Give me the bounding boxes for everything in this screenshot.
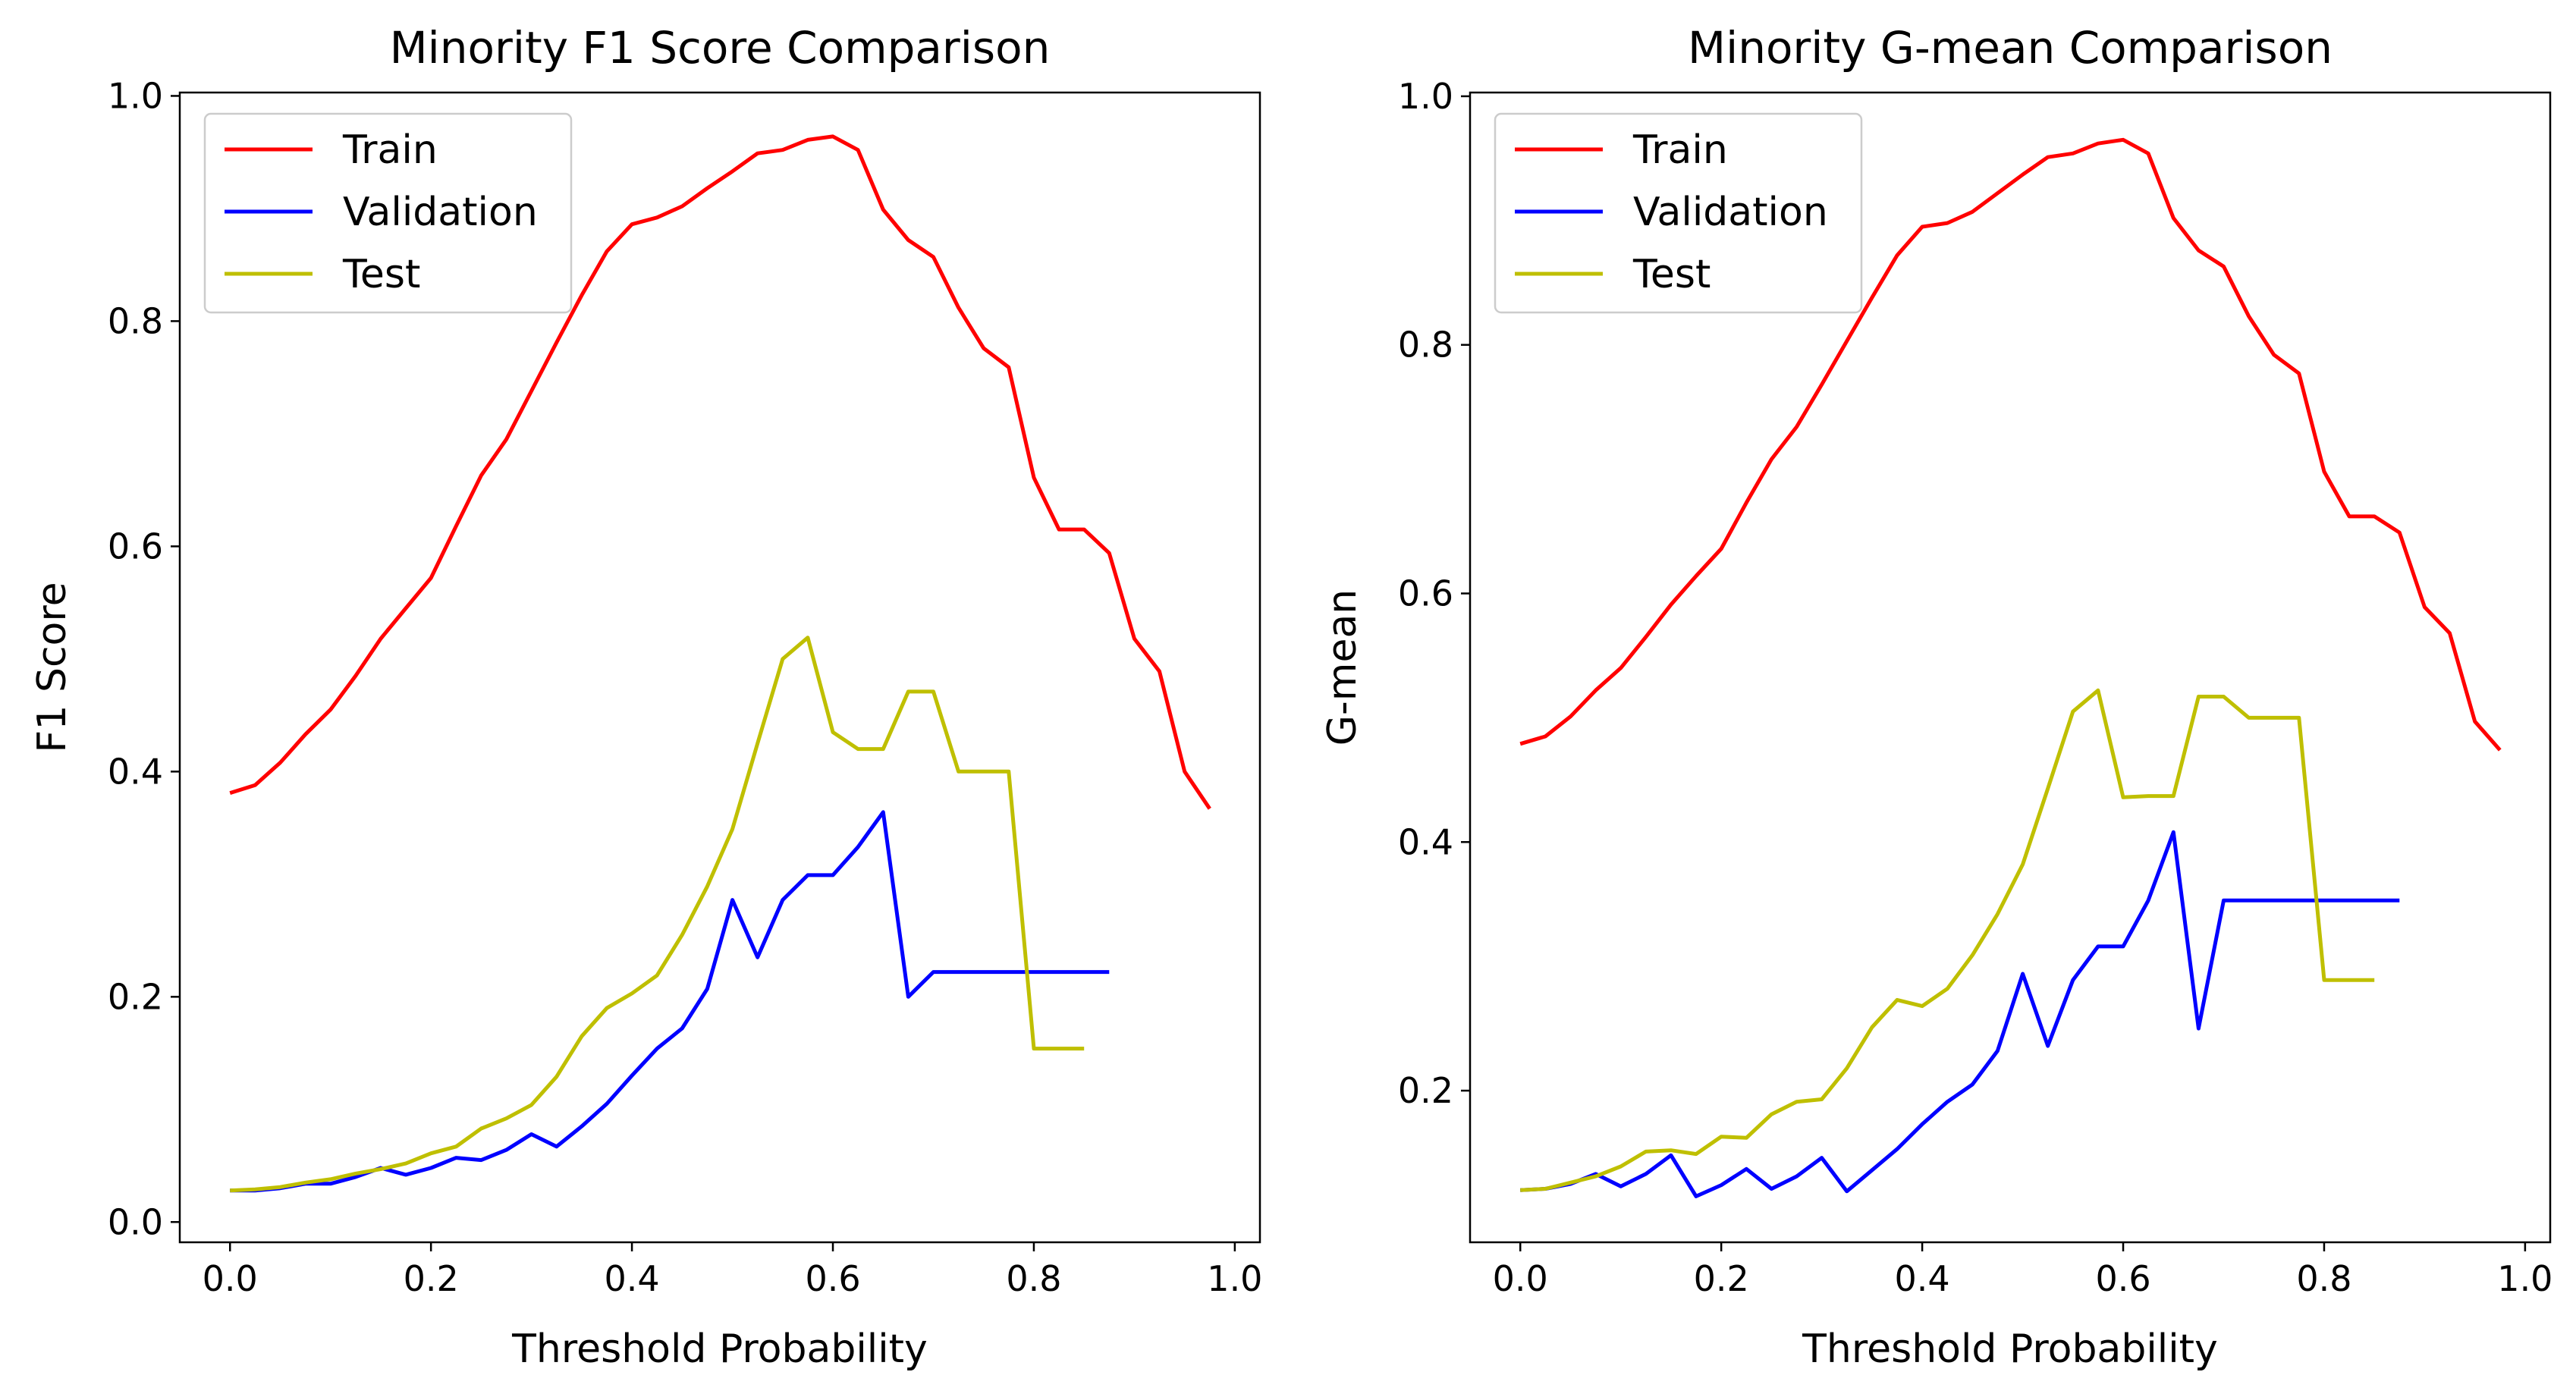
- f1-y-tick-label: 0.2: [108, 976, 163, 1017]
- f1-legend-box: [203, 112, 573, 314]
- f1-score-panel: 0.0 0.2 0.4 0.6 0.8 1.0 0.0 0.2 0.4 0.6 0.8 1.0 Mi…: [30, 22, 1262, 1372]
- f1-x-tick-label: 0.8: [1006, 1258, 1061, 1299]
- f1-y-tick-label: 0.6: [108, 526, 163, 567]
- gmean-x-ticks: 0.0 0.2 0.4 0.6 0.8 1.0: [1493, 1242, 2552, 1299]
- gmean-y-tick-label: 0.8: [1398, 325, 1453, 366]
- gmean-legend-train-label: Train: [1632, 127, 1728, 173]
- gmean-x-tick-label: 0.6: [2095, 1258, 2150, 1299]
- gmean-y-tick-label: 0.4: [1398, 821, 1453, 862]
- f1-series-lines: [229, 134, 1211, 1193]
- f1-legend-train-label: Train: [342, 127, 438, 173]
- gmean-x-tick-label: 0.2: [1694, 1258, 1749, 1299]
- gmean-y-tick-label: 0.6: [1398, 573, 1453, 614]
- gmean-axes-frame: [1469, 91, 2552, 1244]
- f1-x-tick-label: 0.0: [203, 1258, 258, 1299]
- f1-test-line: [230, 636, 1085, 1193]
- gmean-legend-test-label: Test: [1632, 252, 1711, 297]
- gmean-y-axis-label: G-mean: [1320, 589, 1365, 746]
- gmean-y-tick-label: 0.2: [1398, 1070, 1453, 1111]
- f1-y-tick-label: 1.0: [108, 75, 163, 116]
- f1-x-tick-label: 0.4: [605, 1258, 660, 1299]
- f1-train-line: [229, 134, 1211, 810]
- gmean-y-tick-label: 1.0: [1398, 76, 1453, 117]
- gmean-train-line: [1519, 137, 2502, 752]
- f1-legend-test-label: Test: [342, 252, 420, 297]
- gmean-validation-line: [1520, 830, 2400, 1198]
- f1-legend-validation-label: Validation: [343, 190, 538, 235]
- f1-y-axis-label: F1 Score: [30, 582, 75, 752]
- gmean-legend-validation-label: Validation: [1633, 190, 1828, 235]
- f1-chart-title: Minority F1 Score Comparison: [390, 22, 1051, 74]
- gmean-legend-box: [1494, 112, 1863, 314]
- gmean-chart-title: Minority G-mean Comparison: [1688, 22, 2333, 74]
- f1-axes-frame: [178, 91, 1261, 1244]
- gmean-x-tick-label: 0.4: [1895, 1258, 1950, 1299]
- f1-y-tick-label: 0.8: [108, 300, 163, 341]
- f1-x-axis-label: Threshold Probability: [511, 1326, 928, 1372]
- gmean-x-tick-label: 1.0: [2497, 1258, 2552, 1299]
- gmean-test-line: [1520, 688, 2375, 1192]
- f1-x-ticks: 0.0 0.2 0.4 0.6 0.8 1.0: [203, 1242, 1262, 1299]
- g-mean-panel: 0.0 0.2 0.4 0.6 0.8 1.0 0.2 0.4 0.6 0.8 1.0 Minor…: [1320, 22, 2552, 1372]
- f1-y-tick-label: 0.0: [108, 1201, 163, 1242]
- gmean-x-tick-label: 0.8: [2296, 1258, 2351, 1299]
- f1-y-tick-label: 0.4: [108, 751, 163, 792]
- f1-x-tick-label: 1.0: [1207, 1258, 1262, 1299]
- f1-x-tick-label: 0.2: [404, 1258, 459, 1299]
- gmean-series-lines: [1519, 137, 2502, 1198]
- f1-x-tick-label: 0.6: [805, 1258, 860, 1299]
- gmean-y-ticks: 0.2 0.4 0.6 0.8 1.0: [1398, 76, 1470, 1111]
- f1-legend: Train Validation Test: [203, 112, 573, 314]
- f1-y-ticks: 0.0 0.2 0.4 0.6 0.8 1.0: [108, 75, 180, 1242]
- gmean-x-tick-label: 0.0: [1493, 1258, 1548, 1299]
- gmean-x-axis-label: Threshold Probability: [1802, 1326, 2218, 1372]
- gmean-legend: Train Validation Test: [1494, 112, 1863, 314]
